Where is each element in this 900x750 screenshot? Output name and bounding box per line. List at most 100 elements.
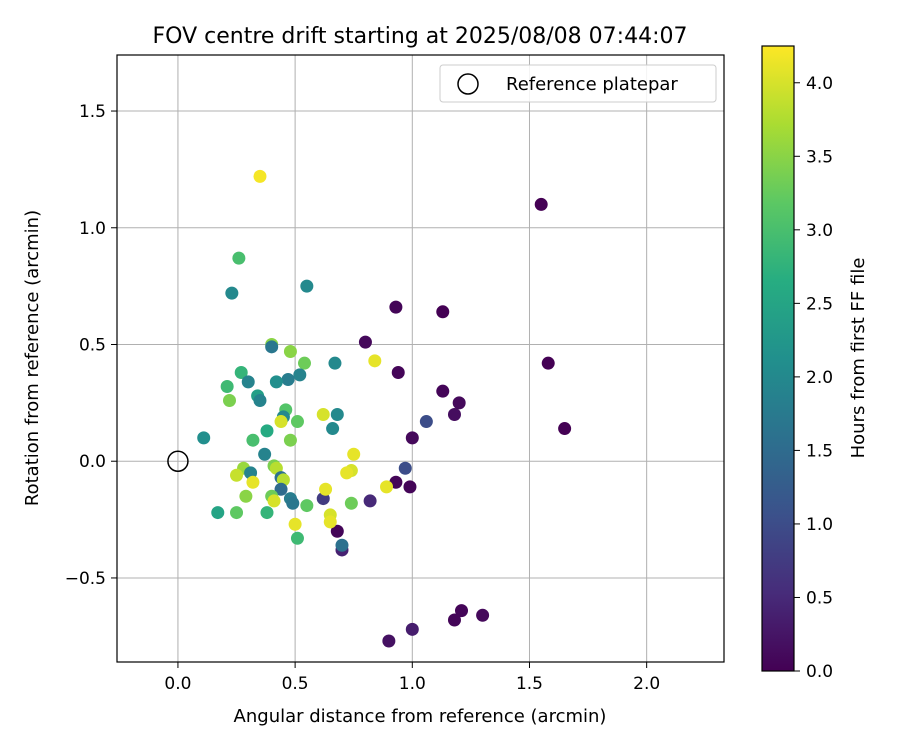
data-point (541, 356, 555, 370)
data-point (258, 447, 272, 461)
data-point (436, 305, 450, 319)
x-axis-label: Angular distance from reference (arcmin) (234, 706, 607, 727)
data-point (405, 431, 419, 445)
data-point (222, 394, 236, 408)
legend-marker-reference (457, 73, 479, 95)
data-point (286, 496, 300, 510)
x-tick-label: 0.5 (282, 674, 309, 694)
data-point (274, 415, 288, 429)
data-point (260, 424, 274, 438)
data-point (447, 613, 461, 627)
colorbar-gradient (761, 45, 795, 672)
data-point (230, 468, 244, 482)
data-point (389, 300, 403, 314)
y-tick-label: −0.5 (65, 569, 106, 589)
data-point (300, 499, 314, 513)
data-point (558, 422, 572, 436)
colorbar-tick-label: 1.5 (806, 441, 833, 461)
x-tick-label: 1.0 (399, 674, 426, 694)
data-point (335, 538, 349, 552)
data-point (290, 415, 304, 429)
y-tick-label: 0.5 (79, 335, 106, 355)
colorbar-tick-label: 2.0 (806, 368, 833, 388)
data-point (281, 373, 295, 387)
data-point (326, 422, 340, 436)
data-point (319, 482, 333, 496)
data-point (380, 480, 394, 494)
data-point (239, 489, 253, 503)
colorbar-tick-label: 1.0 (806, 515, 833, 535)
data-point (274, 482, 288, 496)
data-point (220, 380, 234, 394)
data-point (300, 279, 314, 293)
data-point (269, 375, 283, 389)
colorbar-tick-label: 0.5 (806, 588, 833, 608)
data-point (405, 622, 419, 636)
colorbar-label: Hours from first FF file (848, 258, 869, 459)
x-tick-label: 2.0 (633, 674, 660, 694)
x-axis-ticks: 0.0 0.5 1.0 1.5 2.0 (164, 662, 660, 694)
grid-lines (117, 55, 724, 662)
y-tick-label: 0.0 (79, 452, 106, 472)
data-point (265, 340, 279, 354)
chart-title: FOV centre drift starting at 2025/08/08 … (153, 24, 688, 49)
data-point (230, 506, 244, 520)
data-point (323, 515, 337, 529)
plot-frame (116, 54, 725, 663)
data-point (267, 494, 281, 508)
data-points (197, 169, 572, 648)
legend-box (439, 64, 717, 103)
data-point (534, 197, 548, 211)
data-point (232, 251, 246, 265)
data-point (234, 366, 248, 380)
data-point (436, 384, 450, 398)
data-point (398, 461, 412, 475)
data-point (344, 496, 358, 510)
data-point (290, 531, 304, 545)
x-tick-label: 1.5 (516, 674, 543, 694)
data-point (455, 604, 469, 618)
data-point (330, 524, 344, 538)
data-point (382, 634, 396, 648)
data-point (241, 375, 255, 389)
y-axis-ticks: −0.5 0.0 0.5 1.0 1.5 (65, 102, 117, 589)
data-point (476, 608, 490, 622)
data-point (330, 408, 344, 422)
data-point (260, 506, 274, 520)
colorbar-ticks: 0.0 0.5 1.0 1.5 2.0 2.5 3.0 3.5 4.0 (794, 74, 833, 682)
data-point (391, 366, 405, 380)
y-axis-label: Rotation from reference (arcmin) (22, 210, 43, 506)
data-point (253, 169, 267, 183)
data-point (225, 286, 239, 300)
x-tick-label: 0.0 (164, 674, 191, 694)
colorbar-tick-label: 3.5 (806, 147, 833, 167)
data-point (347, 447, 361, 461)
data-point (211, 506, 225, 520)
data-point (283, 344, 297, 358)
data-point (316, 408, 330, 422)
data-point (283, 433, 297, 447)
y-tick-label: 1.0 (79, 219, 106, 239)
colorbar: 0.0 0.5 1.0 1.5 2.0 2.5 3.0 3.5 4.0 Hours from f… (761, 45, 869, 682)
data-point (452, 396, 466, 410)
data-point (328, 356, 342, 370)
colorbar-tick-label: 3.0 (806, 221, 833, 241)
y-tick-label: 1.5 (79, 102, 106, 122)
data-point (253, 394, 267, 408)
data-point (246, 433, 260, 447)
data-point (447, 408, 461, 422)
data-point (363, 494, 377, 508)
data-point (368, 354, 382, 368)
data-point (419, 415, 433, 429)
data-point (246, 475, 260, 489)
colorbar-tick-label: 2.5 (806, 294, 833, 314)
data-point (288, 517, 302, 531)
data-point (197, 431, 211, 445)
legend-entry-reference: Reference platepar (506, 74, 678, 95)
data-point (358, 335, 372, 349)
colorbar-tick-label: 0.0 (806, 662, 833, 682)
legend: Reference platepar (439, 64, 717, 103)
data-point (297, 356, 311, 370)
colorbar-tick-label: 4.0 (806, 74, 833, 94)
